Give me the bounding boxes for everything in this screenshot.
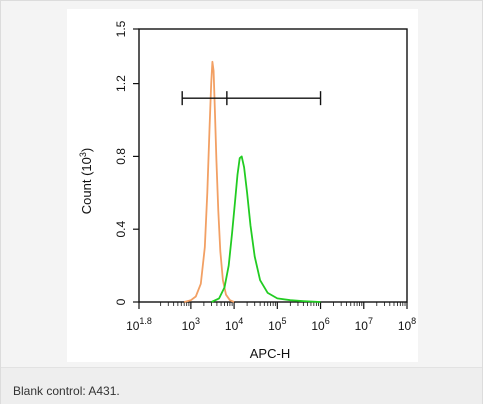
caption-bar: Blank control: A431. xyxy=(1,367,482,404)
y-axis-title: Count (103) xyxy=(78,148,94,214)
histogram-chart: Count (103) APC-H 0 0.4 0.8 1.2 1.5 101.8 103 1… xyxy=(78,20,416,361)
x-tick-label: 104 xyxy=(225,316,243,333)
x-axis-title: APC-H xyxy=(250,346,290,361)
x-tick-label: 108 xyxy=(398,316,416,333)
x-tick-label: 105 xyxy=(268,316,286,333)
y-tick-label: 1.2 xyxy=(114,75,128,92)
caption-text: Blank control: A431. xyxy=(13,384,120,398)
x-tick-label: 101.8 xyxy=(126,316,152,333)
y-tick-label: 0 xyxy=(114,298,128,305)
sample-series-line xyxy=(211,155,321,303)
plot-frame xyxy=(138,28,408,303)
x-tick-label: 107 xyxy=(355,316,373,333)
x-tick-label: 103 xyxy=(182,316,200,333)
y-tick-label: 0.8 xyxy=(114,148,128,165)
y-tick-label: 0.4 xyxy=(114,221,128,238)
blank-series-line xyxy=(183,60,235,303)
y-tick-label: 1.5 xyxy=(114,20,128,37)
x-tick-label: 106 xyxy=(311,316,329,333)
chart-figure: Count (103) APC-H 0 0.4 0.8 1.2 1.5 101.8 103 1… xyxy=(67,9,418,362)
